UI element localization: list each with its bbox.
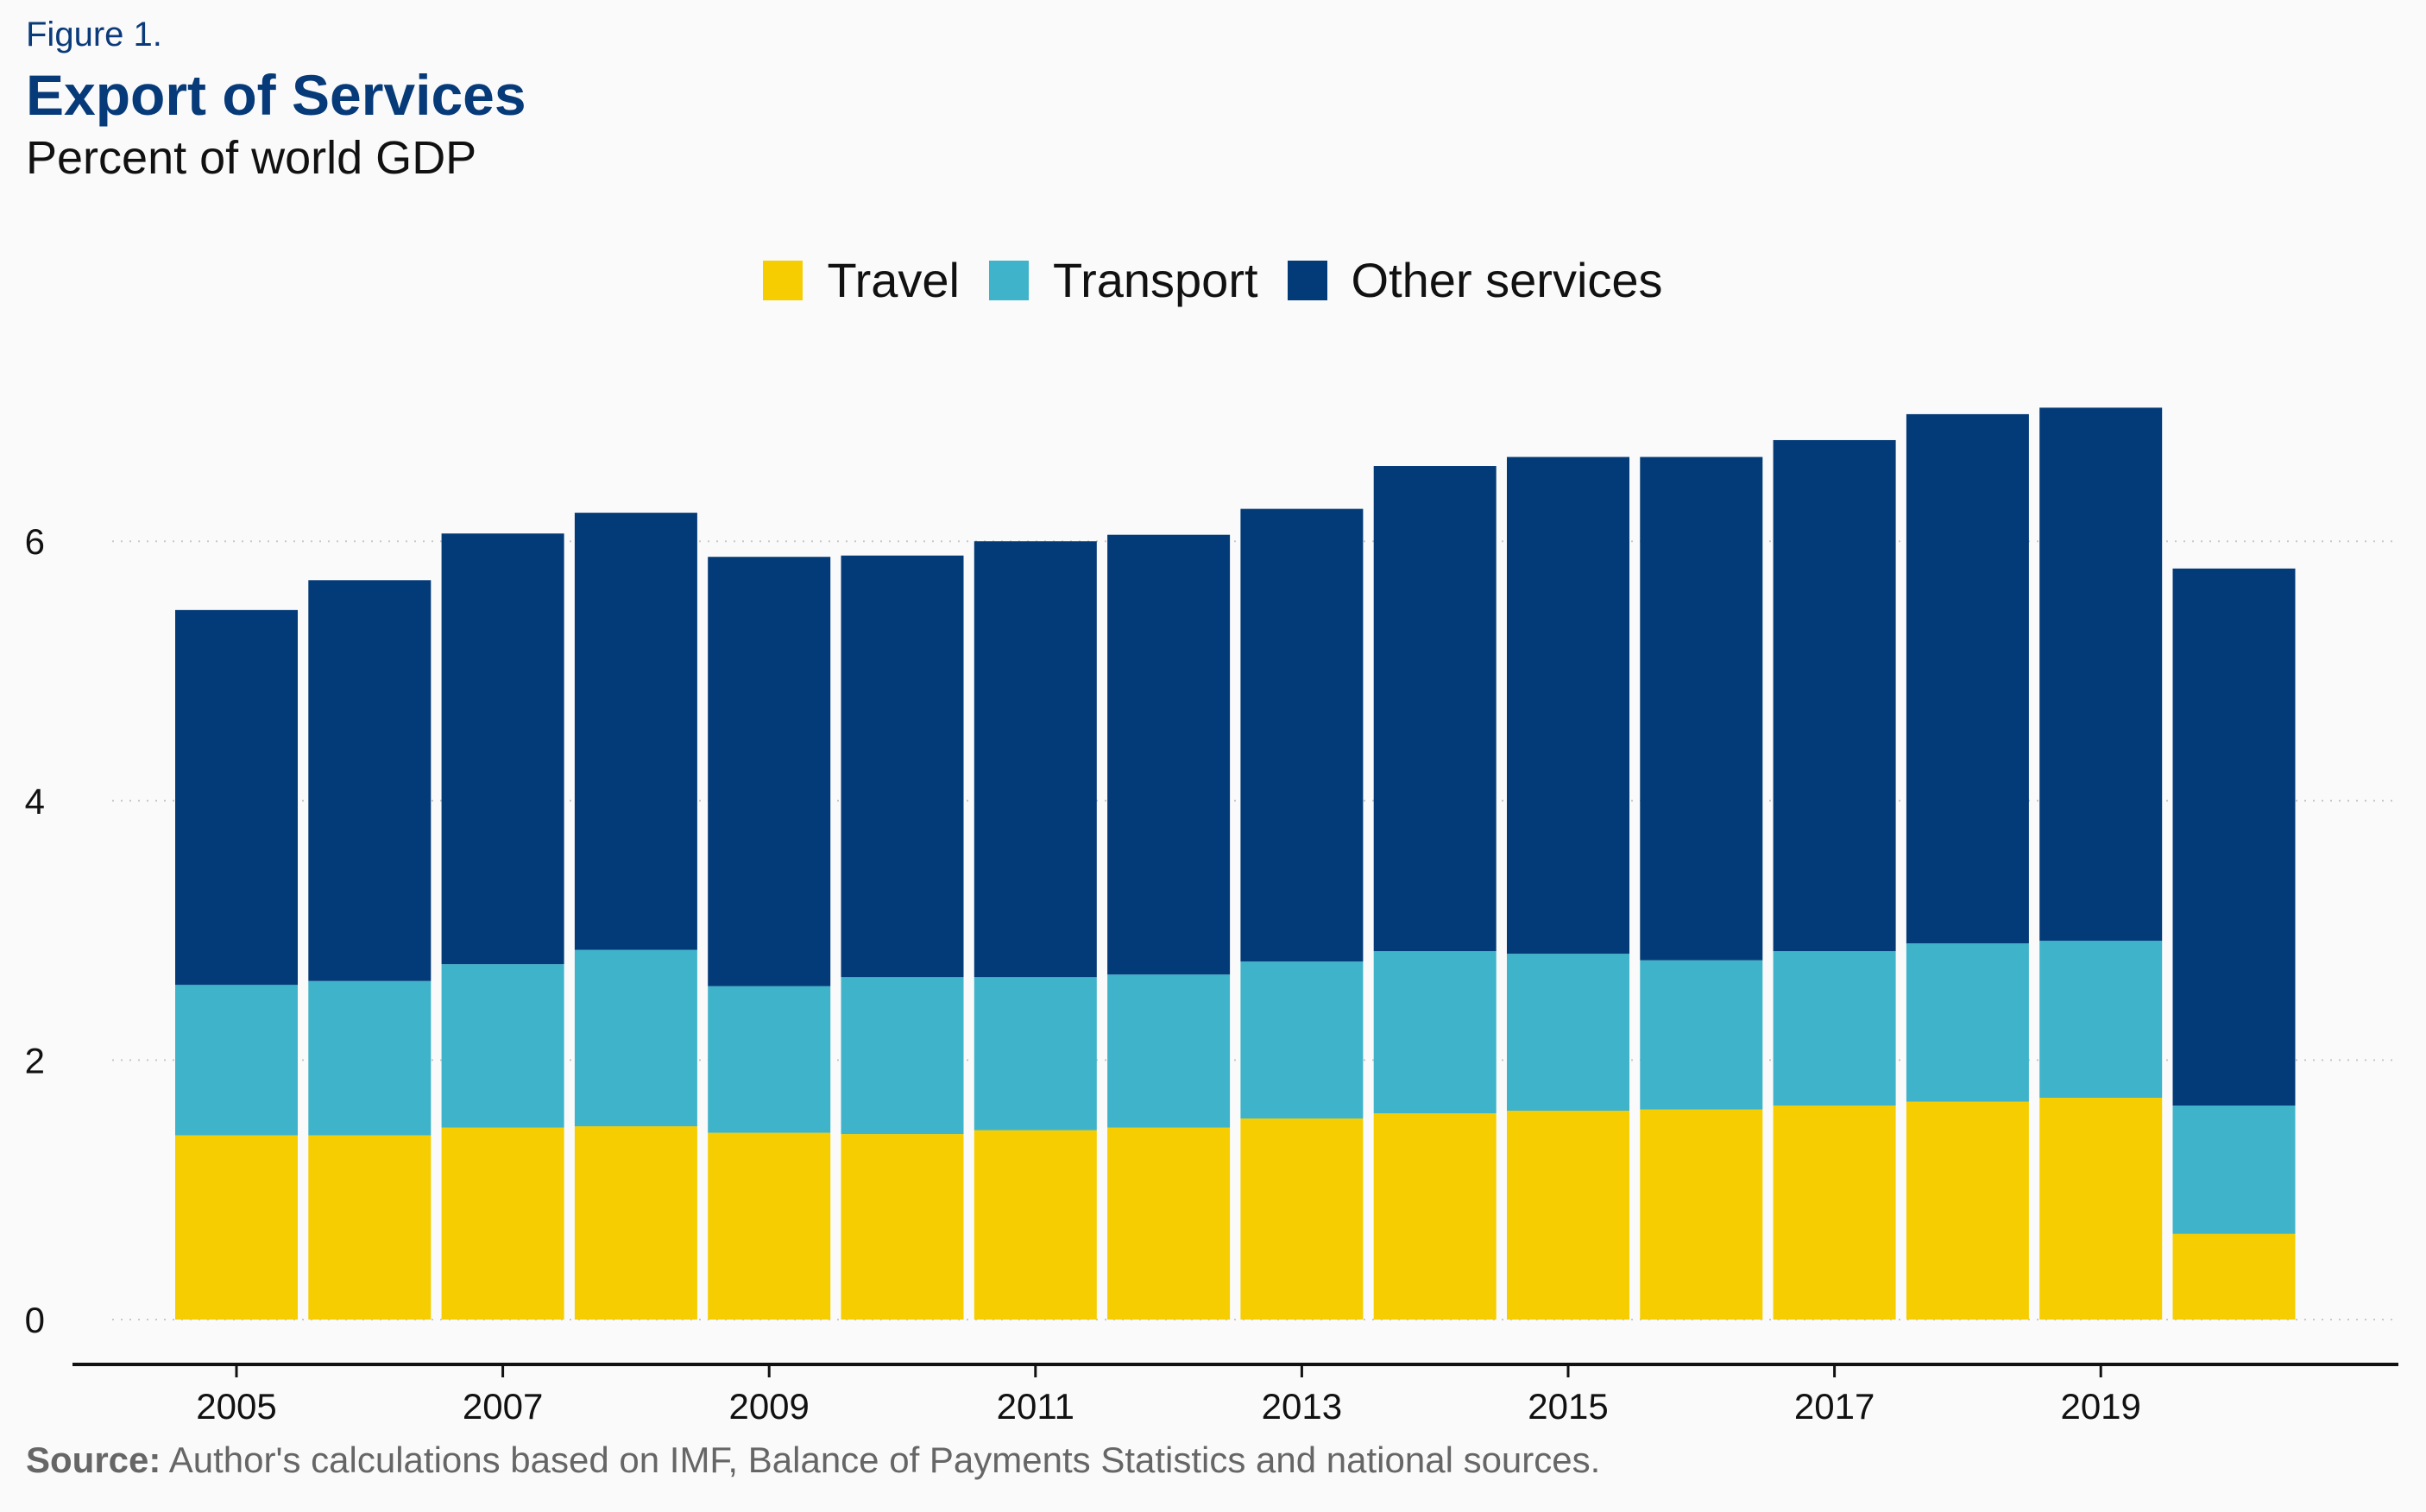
legend-label-transport: Transport	[1052, 253, 1258, 307]
bar-transport-2011	[974, 977, 1097, 1131]
bar-transport-2009	[708, 986, 831, 1133]
x-tick-label: 2015	[1528, 1386, 1608, 1427]
bar-other-services-2017	[1773, 439, 1896, 952]
x-tick-label: 2011	[997, 1386, 1074, 1427]
bar-other-services-2013	[1240, 508, 1364, 962]
legend: Travel Transport Other services	[0, 252, 2426, 308]
bar-other-services-2019	[2039, 407, 2163, 942]
bar-travel-2017	[1773, 1106, 1896, 1320]
chart-title: Export of Services	[26, 63, 526, 127]
bar-transport-2007	[441, 964, 564, 1128]
bar-travel-2013	[1240, 1118, 1364, 1320]
bar-transport-2005	[175, 985, 298, 1136]
legend-label-other-services: Other services	[1351, 253, 1663, 307]
bar-transport-2017	[1773, 951, 1896, 1106]
bar-other-services-2015	[1507, 457, 1629, 954]
bar-travel-2011	[974, 1130, 1097, 1320]
y-tick-label: 4	[25, 781, 45, 822]
bar-travel-2006	[308, 1135, 432, 1320]
legend-item-travel: Travel	[763, 252, 960, 308]
bar-transport-2019	[2039, 941, 2163, 1098]
bar-transport-2014	[1373, 951, 1497, 1114]
bar-transport-2010	[841, 977, 964, 1135]
legend-swatch-transport	[988, 260, 1029, 300]
bar-travel-2005	[175, 1135, 298, 1320]
bar-other-services-2020	[2172, 568, 2296, 1106]
x-tick-label: 2019	[2060, 1386, 2140, 1427]
y-tick-label: 2	[25, 1040, 45, 1080]
x-tick-label: 2009	[728, 1386, 809, 1427]
legend-swatch-other-services	[1287, 260, 1327, 300]
x-tick-label: 2013	[1262, 1386, 1342, 1427]
x-tick-label: 2005	[196, 1386, 276, 1427]
bar-other-services-2009	[708, 557, 831, 986]
y-tick-label: 6	[25, 521, 45, 562]
y-tick-label: 0	[25, 1300, 45, 1340]
bar-transport-2008	[574, 949, 697, 1127]
bar-transport-2020	[2172, 1106, 2296, 1234]
bar-travel-2018	[1906, 1101, 2029, 1320]
bar-travel-2009	[708, 1132, 831, 1320]
legend-item-other-services: Other services	[1287, 252, 1663, 308]
bar-other-services-2006	[308, 580, 432, 981]
bar-transport-2006	[308, 980, 432, 1136]
bar-travel-2020	[2172, 1233, 2296, 1320]
bar-travel-2014	[1373, 1113, 1497, 1320]
bar-travel-2015	[1507, 1111, 1629, 1320]
bar-other-services-2012	[1107, 534, 1231, 975]
bar-other-services-2014	[1373, 466, 1497, 952]
bar-transport-2016	[1640, 960, 1763, 1110]
source-text: Author's calculations based on IMF, Bala…	[161, 1440, 1601, 1480]
legend-label-travel: Travel	[827, 253, 960, 307]
bar-transport-2012	[1107, 974, 1231, 1128]
x-tick-label: 2007	[463, 1386, 543, 1427]
legend-swatch-travel	[763, 260, 803, 300]
x-tick-label: 2017	[1794, 1386, 1875, 1427]
bar-travel-2016	[1640, 1109, 1763, 1320]
chart-subtitle: Percent of world GDP	[26, 132, 477, 184]
bar-travel-2010	[841, 1134, 964, 1320]
bar-travel-2007	[441, 1127, 564, 1320]
source-label: Source:	[26, 1440, 161, 1480]
bar-travel-2008	[574, 1126, 697, 1320]
bar-travel-2019	[2039, 1097, 2163, 1320]
bar-other-services-2005	[175, 609, 298, 986]
legend-item-transport: Transport	[988, 252, 1258, 308]
bar-other-services-2016	[1640, 457, 1763, 961]
bar-other-services-2018	[1906, 413, 2029, 944]
bar-transport-2013	[1240, 961, 1364, 1119]
bar-other-services-2011	[974, 541, 1097, 978]
figure-label: Figure 1.	[26, 16, 162, 54]
bar-other-services-2008	[574, 513, 697, 950]
bar-other-services-2007	[441, 533, 564, 965]
bar-transport-2018	[1906, 943, 2029, 1102]
bar-other-services-2010	[841, 555, 964, 978]
bar-transport-2015	[1507, 954, 1629, 1112]
bar-travel-2012	[1107, 1127, 1231, 1320]
source-note: Source: Author's calculations based on I…	[26, 1440, 1600, 1481]
